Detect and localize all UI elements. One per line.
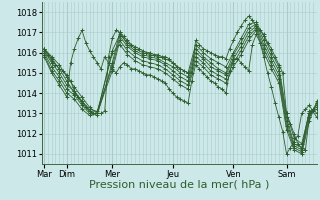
X-axis label: Pression niveau de la mer( hPa ): Pression niveau de la mer( hPa )	[89, 180, 269, 190]
